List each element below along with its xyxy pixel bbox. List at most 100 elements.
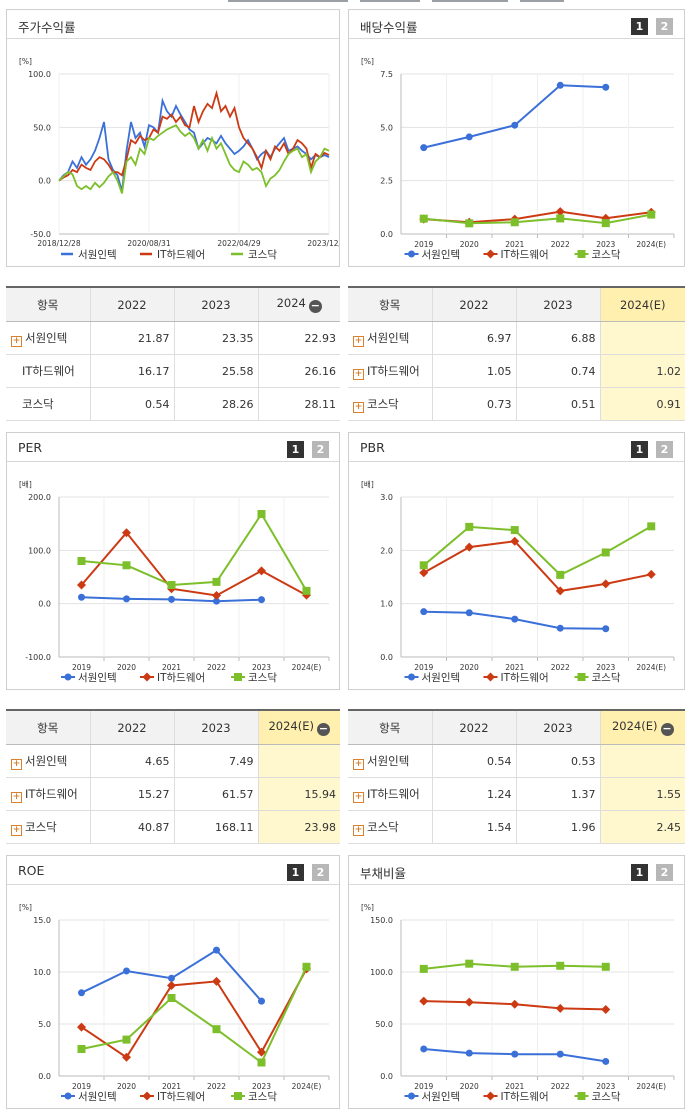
x-tick-label: 2021 bbox=[162, 663, 181, 672]
data-point bbox=[555, 586, 565, 596]
toggle-1-button[interactable]: 1 bbox=[287, 441, 304, 458]
expand-icon[interactable]: + bbox=[11, 791, 22, 803]
column-header: 2022 bbox=[431, 709, 516, 745]
legend-item: 코스닥 bbox=[574, 672, 621, 684]
panel-header: PBR 1 2 bbox=[349, 433, 684, 462]
pbr-table: 항목 2022 2023 2024(E) − + 서원인텍 0.54 0.53 + IT하드웨어 1.… bbox=[348, 709, 685, 844]
data-point bbox=[212, 1025, 221, 1034]
pbr-chart: [배] 3.0 2.0 1.0 0.0 2019 2020 2021 2022 2023 2024(… bbox=[361, 480, 675, 684]
table-cell: 0.54 bbox=[431, 744, 516, 778]
data-point bbox=[258, 596, 265, 604]
expand-icon[interactable]: + bbox=[353, 824, 364, 836]
data-point bbox=[77, 557, 86, 565]
data-point bbox=[420, 144, 428, 152]
legend-label: IT하드웨어 bbox=[501, 671, 549, 684]
toggle-1-button[interactable]: 1 bbox=[631, 18, 648, 35]
y-tick-label: 5.0 bbox=[380, 123, 393, 132]
legend-item: 코스닥 bbox=[574, 249, 621, 261]
toggle-1-button[interactable]: 1 bbox=[287, 864, 304, 881]
data-point bbox=[555, 1003, 565, 1013]
collapse-icon[interactable]: − bbox=[308, 299, 322, 313]
data-point bbox=[302, 962, 311, 971]
x-tick-label: 2019 bbox=[414, 1082, 433, 1091]
table-cell: 168.11 bbox=[173, 810, 258, 844]
panel-header: 배당수익률 1 2 bbox=[349, 10, 684, 39]
data-point bbox=[556, 214, 565, 223]
table-row: + IT하드웨어 1.24 1.37 1.55 bbox=[348, 777, 685, 811]
data-point bbox=[257, 510, 266, 519]
expand-icon[interactable]: + bbox=[353, 401, 364, 413]
collapse-icon[interactable]: − bbox=[660, 722, 674, 736]
toggle-2-button[interactable]: 2 bbox=[656, 441, 673, 458]
legend-label: IT하드웨어 bbox=[501, 248, 549, 261]
table-row: + 서원인텍 21.87 23.35 22.93 bbox=[6, 321, 340, 355]
table-cell: 15.94 bbox=[257, 777, 340, 811]
toggle-1-button[interactable]: 1 bbox=[631, 441, 648, 458]
table-cell bbox=[599, 321, 685, 355]
data-point bbox=[123, 595, 130, 603]
data-point bbox=[64, 1092, 72, 1100]
legend-label: IT하드웨어 bbox=[501, 1090, 549, 1103]
row-label: + 서원인텍 bbox=[348, 321, 432, 355]
data-point bbox=[577, 250, 586, 258]
legend-label: IT하드웨어 bbox=[157, 1090, 205, 1103]
data-point bbox=[464, 542, 474, 552]
data-point bbox=[78, 989, 85, 997]
series-line bbox=[80, 968, 308, 1059]
data-point bbox=[257, 1047, 266, 1057]
panel-title: 부채비율 bbox=[360, 866, 407, 881]
table-cell: 1.24 bbox=[431, 777, 516, 811]
collapse-icon[interactable]: − bbox=[317, 722, 330, 736]
x-tick-label: 2022 bbox=[207, 663, 226, 672]
expand-icon[interactable]: + bbox=[11, 335, 22, 347]
y-tick-label: 200.0 bbox=[28, 493, 51, 502]
table-header-row: 항목 2022 2023 2024− bbox=[6, 286, 340, 322]
expand-icon[interactable]: + bbox=[353, 368, 364, 380]
toggle-2-button[interactable]: 2 bbox=[656, 18, 673, 35]
table-cell: 6.97 bbox=[431, 321, 516, 355]
series-line bbox=[58, 89, 330, 182]
data-point bbox=[122, 561, 131, 570]
table-cell: 28.26 bbox=[173, 387, 258, 421]
expand-icon[interactable]: + bbox=[11, 758, 22, 770]
toggle-2-button[interactable]: 2 bbox=[312, 864, 329, 881]
expand-icon[interactable]: + bbox=[353, 791, 364, 803]
legend-label: 서원인텍 bbox=[78, 249, 117, 261]
expand-icon[interactable]: + bbox=[353, 758, 364, 770]
expand-icon[interactable]: + bbox=[353, 335, 364, 347]
series-line bbox=[80, 531, 307, 597]
data-point bbox=[647, 522, 656, 531]
x-tick-label: 2023 bbox=[596, 663, 615, 672]
x-tick-label: 2023 bbox=[596, 240, 615, 249]
x-tick-label: 2022/04/29 bbox=[217, 239, 260, 248]
data-point bbox=[511, 615, 519, 623]
expand-icon[interactable]: + bbox=[11, 824, 22, 836]
table-cell bbox=[599, 744, 685, 778]
table-row: + IT하드웨어 15.27 61.57 15.94 bbox=[6, 777, 340, 811]
toggle-1-button[interactable]: 1 bbox=[631, 864, 648, 881]
column-header: 항목 bbox=[6, 286, 90, 322]
y-tick-label: 0.0 bbox=[380, 1072, 393, 1081]
panel-header: 주가수익률 bbox=[7, 10, 339, 39]
data-point bbox=[577, 1092, 586, 1100]
legend-item: IT하드웨어 bbox=[483, 1090, 549, 1103]
data-point bbox=[577, 673, 586, 681]
legend-label: 서원인텍 bbox=[422, 1091, 461, 1103]
top-edge-strip bbox=[0, 0, 691, 3]
row-label: + 코스닥 bbox=[348, 810, 432, 844]
table-row: + 서원인텍 4.65 7.49 bbox=[6, 744, 340, 778]
x-tick-label: 2020 bbox=[117, 1082, 136, 1091]
toggle-2-button[interactable]: 2 bbox=[312, 441, 329, 458]
table-cell: 0.54 bbox=[89, 387, 174, 421]
toggle-2-button[interactable]: 2 bbox=[656, 864, 673, 881]
dividend-yield-table: 항목 2022 2023 2024(E) + 서원인텍 6.97 6.88 + IT하드웨어 1.0… bbox=[348, 286, 685, 421]
row-label: + 코스닥 bbox=[6, 810, 90, 844]
table-cell: 23.98 bbox=[257, 810, 340, 844]
legend-item: 서원인텍 bbox=[61, 1091, 117, 1103]
legend-item: 서원인텍 bbox=[61, 249, 117, 261]
x-tick-label: 2022 bbox=[551, 1082, 570, 1091]
legend-label: 서원인텍 bbox=[422, 249, 461, 261]
y-tick-label: 2.0 bbox=[380, 546, 393, 555]
table-cell: 26.16 bbox=[257, 354, 340, 388]
